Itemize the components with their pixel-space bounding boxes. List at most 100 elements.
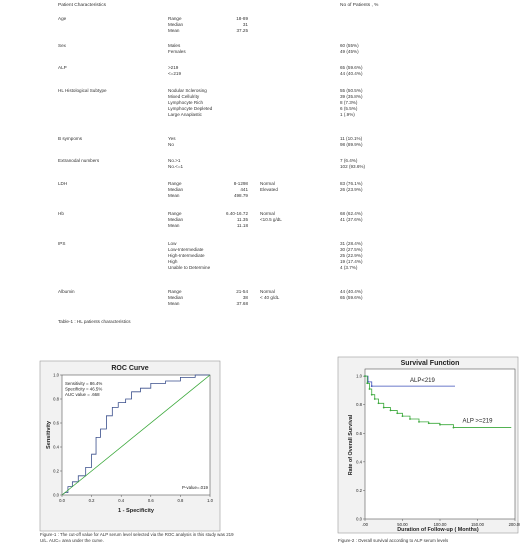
roc-y-tick-label: 0.6 bbox=[53, 421, 59, 426]
survival-x-tick-label: 50.00 bbox=[397, 522, 408, 527]
row-label: Median bbox=[168, 187, 184, 192]
survival-x-tick-label: 200.00 bbox=[509, 522, 520, 527]
survival-series-line bbox=[365, 375, 512, 428]
row-label: Lymphocyte Depleted bbox=[168, 106, 213, 111]
row-count: 44 (40.4%) bbox=[340, 289, 363, 294]
row-label: No bbox=[168, 142, 174, 147]
section-label: Hb bbox=[58, 211, 64, 216]
row-value: 11.18 bbox=[236, 223, 248, 228]
survival-series-point bbox=[401, 415, 404, 418]
section-label: Age bbox=[58, 16, 67, 21]
survival-series-point bbox=[452, 426, 455, 429]
row-label: Nodular Sclerosing bbox=[168, 88, 207, 93]
row-value: 8-1298 bbox=[233, 181, 248, 186]
table-header-left: Patient Characteristics bbox=[58, 3, 106, 8]
roc-x-tick-label: 0.6 bbox=[148, 498, 154, 503]
section-label: Albumin bbox=[58, 289, 75, 294]
roc-chart-title: ROC Curve bbox=[111, 365, 148, 372]
row-label: Females bbox=[168, 49, 186, 54]
row-count: 68 (62.4%) bbox=[340, 211, 363, 216]
survival-y-axis-label: Rate of Overall Survival bbox=[348, 414, 354, 475]
section-label: IPS bbox=[58, 241, 66, 246]
roc-x-tick-label: 0.4 bbox=[118, 498, 124, 503]
row-count: 65 (59.6%) bbox=[340, 295, 363, 300]
roc-pvalue: P-value=.019 bbox=[182, 485, 209, 490]
roc-y-tick-label: 1.0 bbox=[53, 373, 59, 378]
row-count: 25 (22.9%) bbox=[340, 253, 363, 258]
roc-x-tick-label: 1.0 bbox=[207, 498, 213, 503]
row-label: Lymphocyte Rich bbox=[168, 100, 204, 105]
row-count: 41 (37.6%) bbox=[340, 217, 363, 222]
roc-y-tick-label: 0.2 bbox=[53, 469, 59, 474]
row-label: Mean bbox=[168, 193, 180, 198]
section-label: B sympoms bbox=[58, 136, 82, 141]
survival-series-point bbox=[409, 418, 411, 420]
survival-chart-title: Survival Function bbox=[401, 360, 460, 367]
row-label: Mixed Cellulrity bbox=[168, 94, 200, 99]
survival-series-point bbox=[370, 393, 373, 396]
row-value: 37.68 bbox=[236, 301, 249, 306]
row-label: Range bbox=[168, 211, 182, 216]
row-count: 11 (10.1%) bbox=[340, 136, 363, 141]
patient-characteristics-table: Patient Characteristics No of Patients ,… bbox=[58, 3, 379, 324]
row-value: 498.79 bbox=[233, 193, 248, 198]
survival-series-point bbox=[382, 406, 385, 409]
survival-series-point bbox=[418, 420, 420, 423]
row-label: Mean bbox=[168, 301, 180, 306]
row-note: < 40 g/dL bbox=[260, 295, 280, 300]
survival-series-point bbox=[373, 398, 376, 400]
roc-y-axis-label: Sensitivity bbox=[46, 420, 52, 449]
survival-y-tick-label: 0.4 bbox=[356, 459, 362, 464]
row-note: <10.5 g/dL bbox=[260, 217, 282, 222]
row-count: 49 (45%) bbox=[340, 49, 359, 54]
survival-y-tick-label: 0.2 bbox=[356, 488, 362, 493]
row-count: 7 (6.4%) bbox=[340, 158, 358, 163]
row-value: 441 bbox=[240, 187, 248, 192]
row-count: 19 (17.4%) bbox=[340, 259, 363, 264]
survival-x-axis-label: Duration of Follow-up ( Months) bbox=[397, 527, 479, 533]
survival-series-point bbox=[377, 402, 380, 405]
row-count: 6 (5.5%) bbox=[340, 106, 358, 111]
roc-x-tick-label: 0.0 bbox=[59, 498, 65, 503]
roc-y-tick-label: 0.8 bbox=[53, 397, 59, 402]
row-label: Median bbox=[168, 22, 184, 27]
survival-y-tick-label: 1.0 bbox=[356, 374, 362, 379]
row-value: 11.35 bbox=[236, 217, 248, 222]
row-count: 8 (7.3%) bbox=[340, 100, 358, 105]
row-label: Mean bbox=[168, 223, 180, 228]
survival-series-point bbox=[368, 388, 371, 390]
row-label: Males bbox=[168, 43, 181, 48]
roc-y-tick-label: 0.0 bbox=[53, 493, 59, 498]
roc-legend-sensitivity: Sensitivity = 86.4% bbox=[65, 381, 102, 386]
survival-plot-area bbox=[364, 368, 516, 520]
survival-series-point bbox=[370, 385, 373, 388]
table-header-right: No of Patients , % bbox=[340, 3, 379, 8]
row-label: High bbox=[168, 259, 178, 264]
row-value: 21-54 bbox=[236, 289, 248, 294]
survival-series-point bbox=[366, 382, 369, 385]
row-label: Mean bbox=[168, 28, 180, 33]
row-label: Median bbox=[168, 217, 184, 222]
survival-y-tick-label: 0.0 bbox=[356, 517, 362, 522]
row-label: Large Anaplastic bbox=[168, 112, 202, 117]
row-value: 18-89 bbox=[236, 16, 248, 21]
survival-series-label: ALP >=219 bbox=[463, 419, 494, 425]
row-value: 37.25 bbox=[236, 28, 249, 33]
survival-y-tick-label: 0.8 bbox=[356, 402, 362, 407]
row-note: Elevated bbox=[260, 187, 278, 192]
survival-series-label: ALP<219 bbox=[410, 378, 436, 384]
roc-legend-specificity: Specificity = 46.5% bbox=[65, 387, 102, 392]
roc-legend-auc: AUC value = .668 bbox=[65, 392, 100, 397]
row-note: Normal bbox=[260, 211, 275, 216]
row-label: No.<=1 bbox=[168, 164, 184, 169]
figure-1-caption: Figure-1 : The cut-off value for ALP ser… bbox=[40, 532, 234, 543]
row-label: No.>1 bbox=[168, 158, 181, 163]
section-label: Extranodal numbers bbox=[58, 158, 100, 163]
row-count: 30 (27.5%) bbox=[340, 247, 363, 252]
survival-chart: Survival Function .00 50.00 100.00 150.00 20… bbox=[337, 356, 520, 534]
survival-y-tick-label: 0.6 bbox=[356, 431, 362, 436]
row-count: 1 (.9%) bbox=[340, 112, 355, 117]
row-label: High-Intermediate bbox=[168, 253, 205, 258]
row-label: >219 bbox=[168, 65, 179, 70]
row-count: 55 (50.5%) bbox=[340, 88, 363, 93]
